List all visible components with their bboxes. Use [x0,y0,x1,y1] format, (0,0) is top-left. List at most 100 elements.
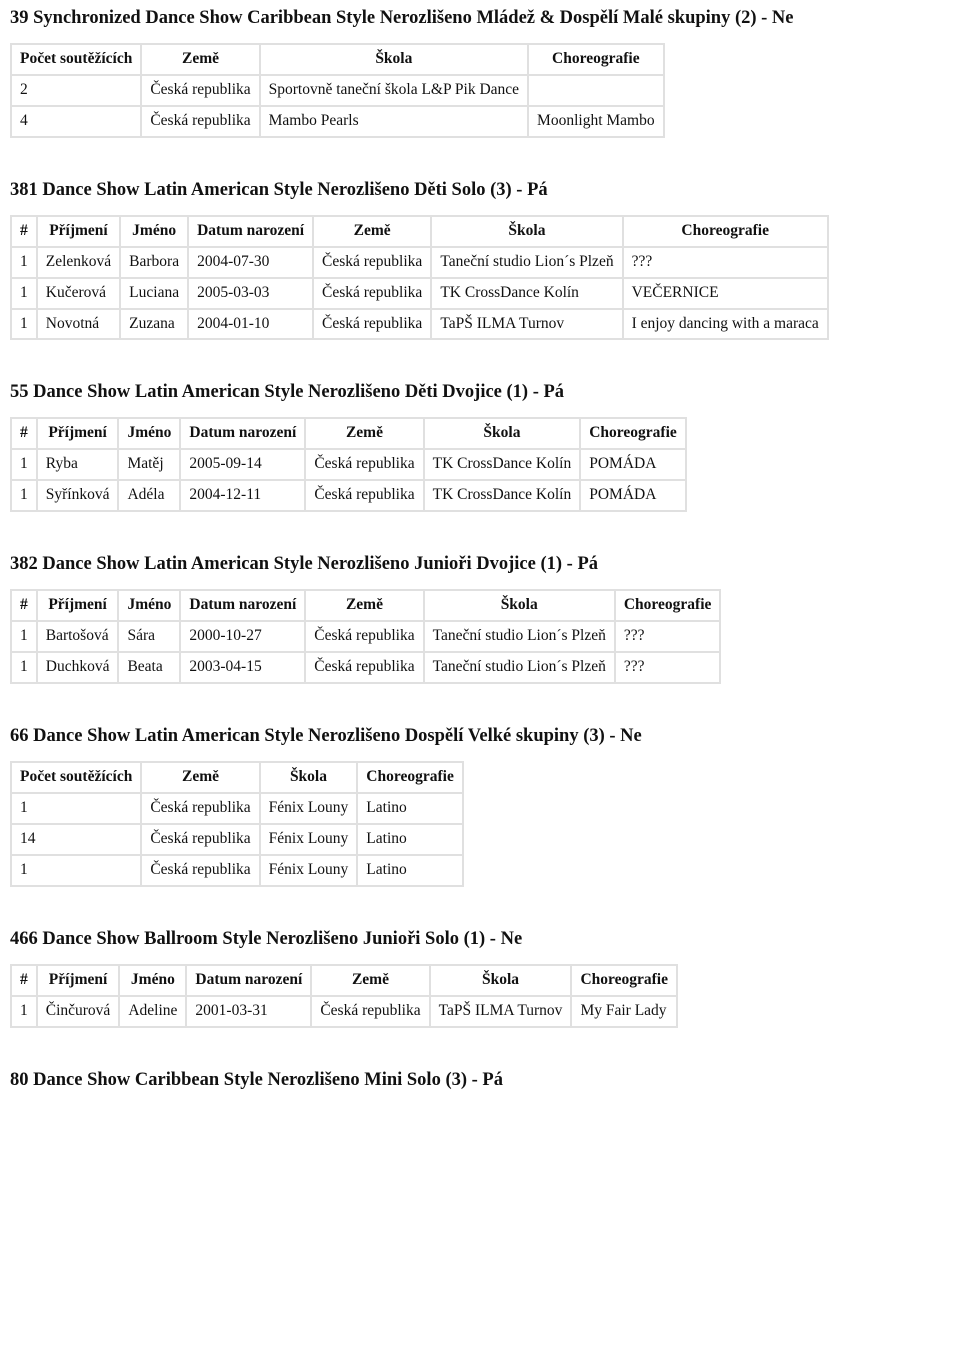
table-header-row: Počet soutěžícíchZeměŠkolaChoreografie [12,45,663,74]
document-root: 39 Synchronized Dance Show Caribbean Sty… [10,8,950,1091]
column-header: Příjmení [38,419,118,448]
column-header: # [12,966,36,995]
table-row: 1Česká republikaFénix LounyLatino [12,856,462,885]
column-header: Datum narození [181,419,304,448]
table-row: 1ČinčurováAdeline2001-03-31Česká republi… [12,997,676,1026]
column-header: Příjmení [38,966,119,995]
table-row: 2Česká republikaSportovně taneční škola … [12,76,663,105]
table-cell: 1 [12,997,36,1026]
column-header: Země [306,419,422,448]
table-cell: Česká republika [314,248,430,277]
results-table: #PříjmeníJménoDatum narozeníZeměŠkolaCho… [10,215,829,341]
table-row: 1NovotnáZuzana2004-01-10Česká republikaT… [12,310,827,339]
table-cell: Bartošová [38,622,118,651]
table-cell: TaPŠ ILMA Turnov [431,997,571,1026]
table-cell: Novotná [38,310,119,339]
table-row: 1SyřínkováAdéla2004-12-11Česká republika… [12,481,685,510]
table-cell [529,76,663,105]
column-header: Země [314,217,430,246]
table-cell: Moonlight Mambo [529,107,663,136]
table-header-row: #PříjmeníJménoDatum narozeníZeměŠkolaCho… [12,966,676,995]
table-row: 1Česká republikaFénix LounyLatino [12,794,462,823]
column-header: Choreografie [572,966,676,995]
table-cell: 4 [12,107,140,136]
table-cell: Česká republika [142,825,258,854]
results-table: Počet soutěžícíchZeměŠkolaChoreografie1Č… [10,761,464,887]
table-cell: ??? [624,248,827,277]
table-cell: Latino [358,856,462,885]
column-header: Příjmení [38,217,119,246]
table-cell: Česká republika [314,310,430,339]
table-cell: 2000-10-27 [181,622,304,651]
table-cell: Česká republika [142,856,258,885]
column-header: Datum narození [187,966,310,995]
column-header: Škola [425,419,580,448]
table-cell: Česká republika [142,794,258,823]
table-cell: 2001-03-31 [187,997,310,1026]
table-cell: Sportovně taneční škola L&P Pik Dance [261,76,527,105]
column-header: Choreografie [616,591,720,620]
table-cell: I enjoy dancing with a maraca [624,310,827,339]
table-cell: 2003-04-15 [181,653,304,682]
table-cell: Adeline [120,997,185,1026]
table-header-row: #PříjmeníJménoDatum narozeníZeměŠkolaCho… [12,591,719,620]
table-cell: Kučerová [38,279,119,308]
column-header: Datum narození [189,217,312,246]
table-cell: TK CrossDance Kolín [432,279,621,308]
table-cell: Adéla [119,481,179,510]
section-heading: 39 Synchronized Dance Show Caribbean Sty… [10,8,950,29]
table-cell: Česká republika [306,622,422,651]
table-cell: Česká republika [306,481,422,510]
column-header: # [12,591,36,620]
column-header: Počet soutěžících [12,763,140,792]
column-header: Choreografie [529,45,663,74]
column-header: Země [312,966,428,995]
table-cell: 1 [12,279,36,308]
column-header: Škola [261,45,527,74]
section-heading: 382 Dance Show Latin American Style Nero… [10,554,950,575]
table-cell: 1 [12,794,140,823]
table-cell: POMÁDA [581,450,685,479]
table-cell: 2005-03-03 [189,279,312,308]
column-header: Škola [431,966,571,995]
table-cell: TK CrossDance Kolín [425,450,580,479]
table-cell: 14 [12,825,140,854]
table-cell: Sára [119,622,179,651]
column-header: Choreografie [624,217,827,246]
table-header-row: #PříjmeníJménoDatum narozeníZeměŠkolaCho… [12,217,827,246]
table-cell: 2004-12-11 [181,481,304,510]
table-cell: Taneční studio Lion´s Plzeň [425,653,614,682]
section-heading: 66 Dance Show Latin American Style Neroz… [10,726,950,747]
table-cell: TK CrossDance Kolín [425,481,580,510]
table-cell: Česká republika [306,450,422,479]
column-header: Země [142,45,258,74]
table-cell: Fénix Louny [261,794,357,823]
table-cell: Mambo Pearls [261,107,527,136]
table-row: 1RybaMatěj2005-09-14Česká republikaTK Cr… [12,450,685,479]
table-header-row: #PříjmeníJménoDatum narozeníZeměŠkolaCho… [12,419,685,448]
results-table: #PříjmeníJménoDatum narozeníZeměŠkolaCho… [10,964,678,1028]
table-cell: Ryba [38,450,118,479]
column-header: Datum narození [181,591,304,620]
column-header: Příjmení [38,591,118,620]
column-header: # [12,217,36,246]
table-cell: Fénix Louny [261,856,357,885]
column-header: Škola [261,763,357,792]
table-cell: Česká republika [142,107,258,136]
results-table: #PříjmeníJménoDatum narozeníZeměŠkolaCho… [10,417,687,512]
column-header: # [12,419,36,448]
table-cell: Zuzana [121,310,187,339]
section-heading: 381 Dance Show Latin American Style Nero… [10,180,950,201]
table-cell: Česká republika [142,76,258,105]
table-cell: 1 [12,856,140,885]
table-cell: Luciana [121,279,187,308]
table-header-row: Počet soutěžícíchZeměŠkolaChoreografie [12,763,462,792]
table-row: 14Česká republikaFénix LounyLatino [12,825,462,854]
table-cell: 1 [12,450,36,479]
table-row: 1ZelenkováBarbora2004-07-30Česká republi… [12,248,827,277]
table-cell: Česká republika [306,653,422,682]
column-header: Jméno [119,419,179,448]
table-cell: TaPŠ ILMA Turnov [432,310,621,339]
column-header: Jméno [120,966,185,995]
table-cell: Česká republika [314,279,430,308]
